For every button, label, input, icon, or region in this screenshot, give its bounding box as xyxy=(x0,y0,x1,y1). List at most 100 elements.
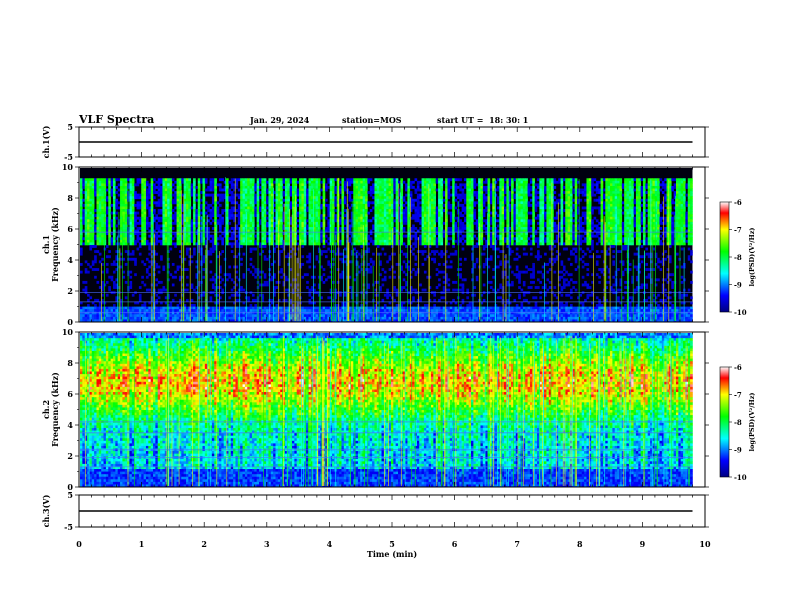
spectrogram-cell xyxy=(195,186,198,189)
spectrogram-cell xyxy=(92,212,95,215)
spectrogram-cell xyxy=(210,314,213,317)
spectrogram-cell xyxy=(177,222,180,225)
spectrogram-cell xyxy=(162,191,165,194)
spectrogram-cell xyxy=(186,212,189,215)
spectrogram-cell xyxy=(82,219,85,222)
spectrogram-cell xyxy=(316,209,319,212)
spectrogram-cell xyxy=(344,196,347,199)
spectrogram-cell xyxy=(101,237,104,240)
spectrogram-cell xyxy=(271,189,274,192)
spectrogram-cell xyxy=(400,209,403,212)
spectrogram-cell xyxy=(195,212,198,215)
spectrogram-cell xyxy=(247,296,250,299)
spectrogram-cell xyxy=(304,196,307,199)
spectrogram-cell xyxy=(122,196,125,199)
spectrogram-cell xyxy=(224,314,227,317)
spectrogram-cell xyxy=(238,189,241,192)
spectrogram-cell xyxy=(419,219,422,222)
spectrogram-cell xyxy=(191,222,194,225)
spectrogram-cell xyxy=(386,237,389,240)
spectrogram-cell xyxy=(384,307,387,310)
spectrogram-cell xyxy=(177,309,180,312)
spectrogram-cell xyxy=(170,181,173,184)
spectrogram-cell xyxy=(396,181,399,184)
spectrogram-cell xyxy=(412,314,415,317)
spectrogram-cell xyxy=(379,181,382,184)
spectrogram-cell xyxy=(80,309,83,312)
spectrogram-cell xyxy=(367,250,370,253)
spectrogram-cell xyxy=(417,304,420,307)
spectrogram-cell xyxy=(353,194,356,197)
spectrogram-cell xyxy=(210,250,213,253)
spectrogram-cell xyxy=(85,199,88,202)
spectrogram-cell xyxy=(212,317,215,320)
spectrogram-cell xyxy=(120,194,123,197)
spectrogram-cell xyxy=(212,212,215,215)
spectrogram-cell xyxy=(271,224,274,227)
spectrogram-cell xyxy=(268,209,271,212)
spectrogram-cell xyxy=(301,240,304,243)
spectrogram-cell xyxy=(94,312,97,315)
spectrogram-cell xyxy=(179,181,182,184)
spectrogram-cell xyxy=(320,237,323,240)
spectrogram-cell xyxy=(243,317,246,320)
spectrogram-cell xyxy=(80,201,83,204)
spectrogram-cell xyxy=(412,186,415,189)
spectrogram-cell xyxy=(82,312,85,315)
spectrogram-cell xyxy=(424,307,427,310)
spectrogram-cell xyxy=(85,207,88,210)
spectrogram-cell xyxy=(278,317,281,320)
spectrogram-cell xyxy=(238,253,241,256)
spectrogram-cell xyxy=(224,273,227,276)
spectrogram-cell xyxy=(122,235,125,238)
spectrogram-cell xyxy=(158,281,161,284)
spectrogram-cell xyxy=(151,191,154,194)
spectrogram-cell xyxy=(327,309,330,312)
spectrogram-cell xyxy=(332,194,335,197)
spectrogram-cell xyxy=(285,178,288,181)
spectrogram-cell xyxy=(144,312,147,315)
spectrogram-cell xyxy=(188,314,191,317)
spectrogram-cell xyxy=(330,222,333,225)
spectrogram-cell xyxy=(382,278,385,281)
spectrogram-cell xyxy=(101,232,104,235)
spectrogram-cell xyxy=(384,253,387,256)
spectrogram-cell xyxy=(144,204,147,207)
spectrogram-cell xyxy=(379,227,382,230)
spectrogram-cell xyxy=(203,201,206,204)
spectrogram-cell xyxy=(226,278,229,281)
spectrogram-cell xyxy=(341,219,344,222)
spectrogram-cell xyxy=(221,209,224,212)
spectrogram-cell xyxy=(358,317,361,320)
spectrogram-cell xyxy=(403,260,406,263)
spectrogram-cell xyxy=(252,314,255,317)
spectrogram-cell xyxy=(87,227,90,230)
spectrogram-cell xyxy=(332,186,335,189)
spectrogram-cell xyxy=(330,178,333,181)
spectrogram-cell xyxy=(415,227,418,230)
spectrogram-cell xyxy=(400,178,403,181)
spectrogram-cell xyxy=(356,212,359,215)
spectrogram-cell xyxy=(330,181,333,184)
spectrogram-cell xyxy=(257,183,260,186)
spectrogram-cell xyxy=(210,307,213,310)
spectrogram-cell xyxy=(129,183,132,186)
spectrogram-cell xyxy=(108,222,111,225)
spectrogram-cell xyxy=(254,194,257,197)
spectrogram-cell xyxy=(92,186,95,189)
spectrogram-cell xyxy=(278,260,281,263)
spectrogram-cell xyxy=(193,235,196,238)
spectrogram-cell xyxy=(422,217,425,220)
spectrogram-cell xyxy=(254,207,257,210)
spectrogram-cell xyxy=(306,227,309,230)
spectrogram-cell xyxy=(266,281,269,284)
spectrogram-cell xyxy=(106,196,109,199)
spectrogram-cell xyxy=(99,207,102,210)
spectrogram-cell xyxy=(377,217,380,220)
spectrogram-cell xyxy=(174,207,177,210)
spectrogram-cell xyxy=(280,204,283,207)
spectrogram-cell xyxy=(146,268,149,271)
spectrogram-cell xyxy=(396,196,399,199)
spectrogram-cell xyxy=(245,199,248,202)
spectrogram-cell xyxy=(384,189,387,192)
